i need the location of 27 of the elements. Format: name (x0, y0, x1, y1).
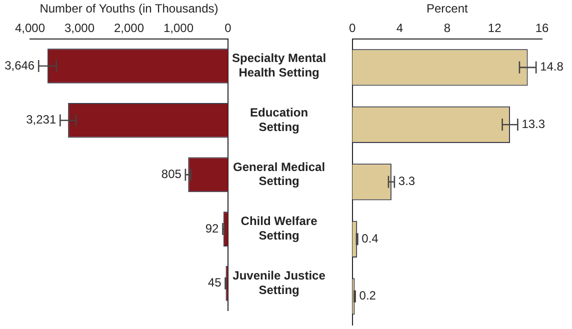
x-tick-label: 8 (444, 20, 451, 35)
y-tick-label: Juvenile Justice Setting (232, 268, 326, 297)
y-tick-label: Education Setting (250, 105, 308, 134)
data-label: 3,231 (26, 112, 56, 127)
data-label: 805 (161, 167, 182, 182)
y-tick-label: Child Welfare Setting (240, 214, 318, 243)
y-tick-label: Specialty Mental Health Setting (232, 51, 326, 80)
data-label: 3.3 (398, 174, 416, 188)
data-label: 14.8 (540, 60, 564, 74)
x-tick-label: 16 (535, 20, 549, 35)
x-tick-label: 2,000 (114, 20, 144, 35)
data-label: 45 (208, 276, 222, 290)
data-label: 3,646 (4, 58, 35, 72)
x-tick-label: 0 (224, 20, 232, 35)
x-axis-title: Number of Youths (in Thousands) (40, 2, 218, 16)
data-label: 0.4 (362, 231, 379, 246)
x-tick-label: 3,000 (64, 20, 95, 35)
x-tick-label: 1,000 (163, 20, 194, 35)
y-tick-label: General Medical Setting (232, 160, 326, 188)
x-tick-label: 4 (396, 20, 404, 35)
x-tick-label: 0 (348, 20, 356, 35)
x-tick-label: 12 (488, 20, 502, 35)
data-label: 13.3 (522, 116, 546, 131)
data-label: 92 (205, 221, 220, 236)
data-label: 0.2 (359, 288, 376, 303)
x-tick-label: 4,000 (14, 20, 46, 35)
x-axis-title: Percent (426, 2, 469, 16)
